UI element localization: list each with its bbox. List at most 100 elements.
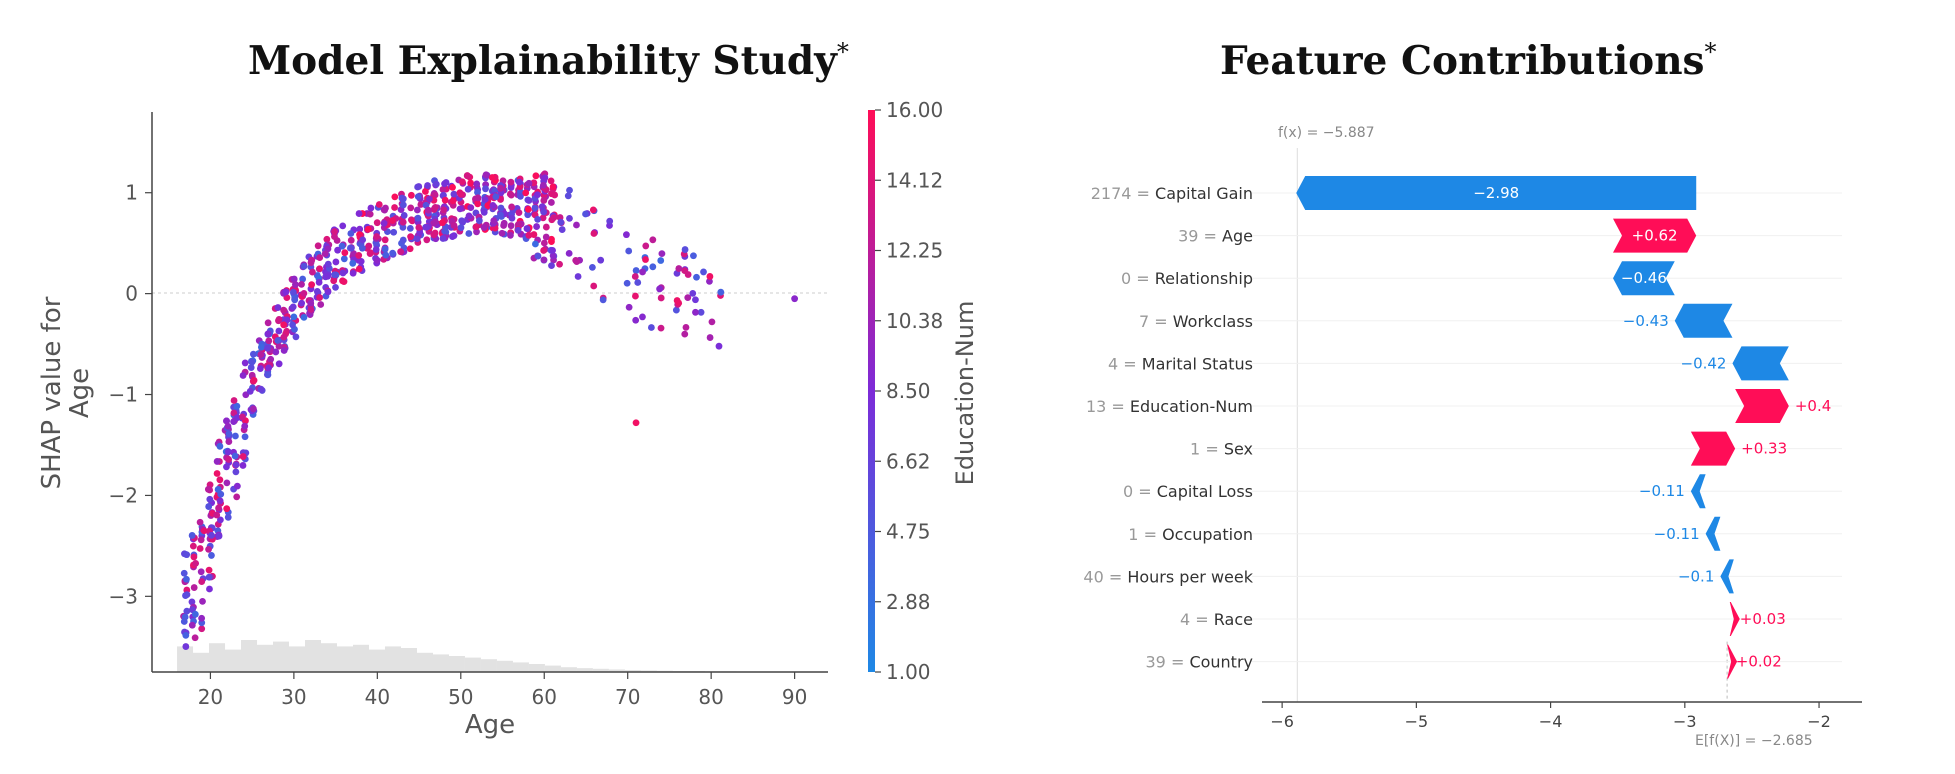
scatter-point: [213, 458, 221, 465]
base-label: E[f(X)] = −2.685: [1695, 733, 1813, 749]
histogram-bar: [305, 640, 321, 672]
scatter-point: [355, 265, 363, 273]
scatter-point: [517, 192, 524, 200]
scatter-point: [307, 259, 315, 267]
scatter-point: [223, 505, 231, 513]
scatter-point: [381, 236, 389, 244]
scatter-point: [198, 614, 206, 622]
scatter-point: [415, 224, 423, 231]
scatter-point: [264, 330, 272, 338]
scatter-point: [198, 625, 206, 633]
scatter-point: [573, 258, 581, 265]
scatter-point: [632, 316, 640, 324]
x-axis-label: Age: [465, 710, 515, 740]
contribution-bar: [1296, 176, 1697, 210]
scatter-point: [533, 223, 541, 230]
scatter-point: [399, 201, 407, 209]
scatter-point: [497, 211, 504, 219]
scatter-point: [539, 214, 547, 222]
scatter-point: [558, 226, 566, 233]
scatter-point: [365, 242, 373, 250]
scatter-point: [241, 433, 249, 441]
scatter-point: [492, 193, 500, 201]
scatter-point: [432, 180, 440, 188]
wf-x-tick-label: −6: [1270, 712, 1294, 731]
scatter-point: [224, 448, 232, 456]
scatter-point: [205, 573, 213, 581]
histogram-bar: [528, 664, 545, 672]
scatter-point: [196, 518, 204, 526]
scatter-point: [508, 203, 516, 211]
scatter-point: [406, 245, 414, 253]
scatter-point: [625, 303, 633, 311]
scatter-point: [321, 250, 329, 258]
scatter-point: [389, 249, 397, 257]
scatter-point: [522, 189, 530, 197]
colorbar-tick-label: 12.25: [886, 239, 943, 263]
scatter-point: [458, 178, 466, 186]
scatter-point: [657, 294, 665, 302]
feature-label: 4 = Marital Status: [1108, 354, 1253, 373]
scatter-point: [205, 545, 212, 553]
scatter-point: [233, 482, 241, 490]
histogram-bar: [496, 660, 513, 672]
scatter-point: [182, 631, 190, 639]
contribution-bar: [1705, 516, 1721, 551]
scatter-point: [450, 232, 458, 240]
scatter-point: [675, 265, 683, 272]
x-tick-label: 70: [615, 685, 640, 709]
scatter-point: [449, 183, 456, 191]
colorbar-label: Education-Num: [951, 301, 979, 486]
feature-label: 4 = Race: [1180, 610, 1253, 629]
scatter-point: [347, 236, 355, 244]
histogram-bar: [273, 641, 290, 672]
scatter-point: [347, 230, 355, 237]
scatter-point: [639, 313, 646, 321]
colorbar-tick-label: 4.75: [886, 520, 931, 544]
scatter-point: [208, 531, 215, 539]
scatter-point: [566, 186, 573, 194]
scatter-point: [316, 294, 324, 301]
scatter-point: [315, 278, 323, 286]
scatter-point: [498, 229, 506, 237]
scatter-point: [474, 200, 482, 208]
scatter-point: [465, 230, 473, 237]
scatter-point: [467, 204, 475, 212]
scatter-point: [425, 195, 433, 203]
scatter-point: [249, 405, 257, 413]
scatter-point: [355, 256, 363, 264]
scatter-point: [588, 263, 596, 271]
histogram-bar: [416, 652, 433, 672]
scatter-point: [275, 360, 283, 368]
scatter-point: [439, 235, 447, 242]
scatter-point: [183, 575, 190, 583]
scatter-point: [289, 288, 297, 296]
colorbar-tick-label: 1.00: [886, 660, 931, 684]
histogram-bar: [608, 669, 625, 672]
scatter-point: [290, 275, 298, 283]
scatter-point: [531, 204, 539, 212]
scatter-point: [515, 209, 523, 217]
scatter-point: [182, 592, 189, 599]
scatter-point: [430, 231, 438, 239]
y-axis-label-line1: SHAP value for: [37, 296, 67, 489]
contribution-value-label: −0.43: [1623, 312, 1669, 330]
scatter-point: [689, 289, 697, 297]
feature-label: 1 = Sex: [1190, 440, 1253, 459]
scatter-point: [299, 275, 307, 283]
scatter-point: [349, 259, 357, 267]
scatter-point: [250, 376, 258, 384]
scatter-point: [298, 280, 305, 288]
scatter-point: [316, 254, 324, 261]
scatter-point: [264, 319, 272, 327]
scatter-point: [283, 316, 291, 324]
scatter-point: [248, 358, 256, 366]
scatter-point: [424, 206, 432, 214]
scatter-point: [639, 268, 646, 276]
right-chart-title: Feature Contributions*: [1220, 38, 1717, 84]
scatter-point: [682, 323, 690, 331]
contribution-bar: [1729, 602, 1740, 636]
scatter-point: [441, 180, 448, 188]
scatter-point: [514, 226, 522, 234]
scatter-point: [239, 453, 247, 460]
